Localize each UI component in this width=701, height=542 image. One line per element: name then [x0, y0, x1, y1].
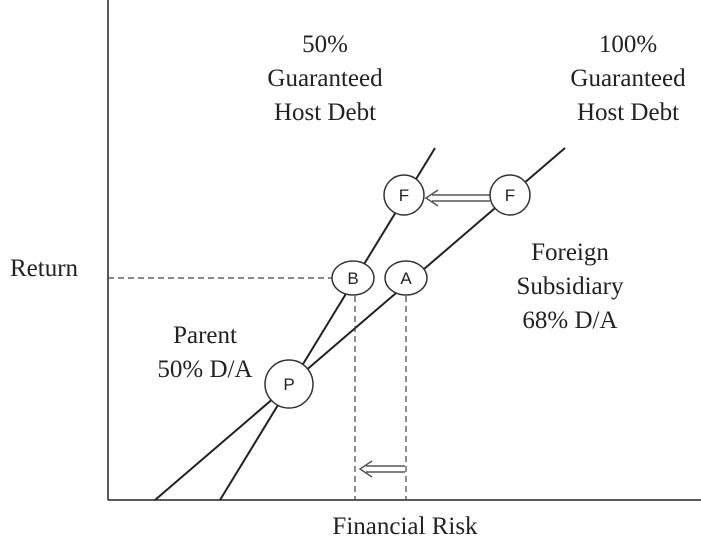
annotation: Host Debt [577, 99, 679, 126]
annotation: Host Debt [274, 99, 376, 126]
annotation: Parent [173, 322, 237, 349]
annotation: 50% D/A [157, 356, 252, 383]
node-label: F [505, 186, 515, 205]
node-label: A [400, 269, 412, 288]
annotation: Guaranteed [267, 65, 383, 92]
annotation: 50% [302, 31, 348, 58]
annotation: 100% [599, 31, 657, 58]
node-circle [384, 260, 428, 296]
x-axis-label: Financial Risk [332, 513, 478, 540]
node-circle [383, 174, 425, 216]
node-circle [489, 174, 531, 216]
annotation: Guaranteed [570, 65, 686, 92]
annotation: Foreign [531, 239, 609, 266]
node-circle [264, 359, 314, 409]
annotation: 68% D/A [522, 307, 617, 334]
node-label: F [399, 186, 409, 205]
node-label: P [283, 375, 294, 394]
annotation: Subsidiary [517, 273, 624, 300]
y-axis-label: Return [10, 255, 79, 282]
arrow [358, 460, 405, 478]
arrow [424, 189, 490, 207]
node-label: B [347, 269, 358, 288]
node-circle [331, 260, 375, 296]
